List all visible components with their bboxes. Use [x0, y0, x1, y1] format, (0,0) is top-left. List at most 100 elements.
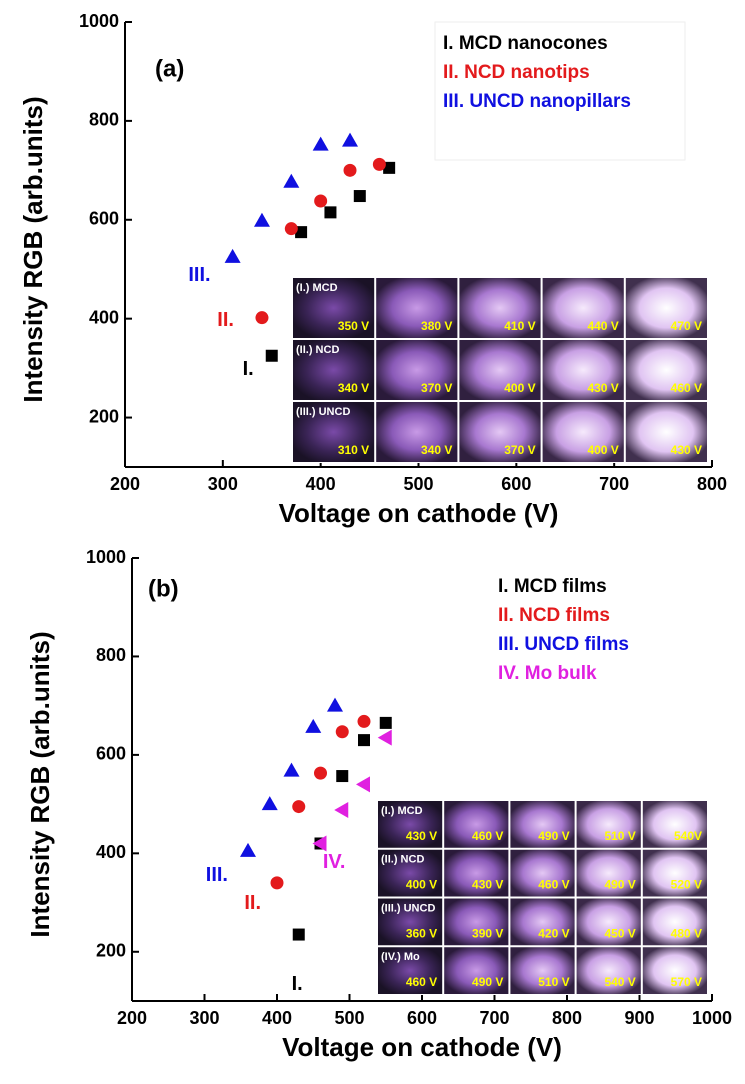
inset-voltage: 460 V [406, 975, 437, 989]
square-point [324, 206, 337, 219]
inset-photo [376, 340, 458, 400]
inset-voltage: 490 V [604, 878, 635, 892]
series-annotation: II. [217, 309, 234, 331]
inset-row-label: (I.) MCD [296, 282, 338, 294]
inset-photo [378, 849, 443, 897]
inset-photo [576, 849, 641, 897]
inset-photo [576, 947, 641, 994]
square-point [358, 734, 370, 747]
inset-photo [642, 947, 707, 994]
inset-photo [376, 278, 458, 338]
inset-photo [642, 898, 707, 946]
legend-entry: IV. Mo bulk [498, 663, 597, 684]
inset-photo [376, 402, 458, 462]
inset-voltage: 480 V [671, 926, 702, 940]
inset-photo [459, 340, 541, 400]
legend-entry: III. UNCD nanopillars [443, 91, 631, 112]
inset-voltage: 350 V [338, 319, 369, 333]
inset-photo [576, 801, 641, 848]
y-tick-label: 400 [96, 842, 126, 862]
x-tick-label: 400 [262, 1008, 292, 1028]
inset-photo [459, 402, 541, 462]
triangle-point [342, 132, 359, 147]
triangle-point [312, 136, 329, 151]
triangle-point [377, 729, 392, 746]
inset-voltage: 370 V [421, 381, 452, 395]
inset-voltage: 490 V [472, 975, 503, 989]
inset-voltage: 520 V [671, 878, 702, 892]
x-tick-label: 500 [334, 1008, 364, 1028]
inset-row-label: (III.) UNCD [381, 902, 435, 914]
inset-voltage: 460 V [671, 381, 702, 395]
triangle-point [224, 248, 241, 263]
triangle-point [305, 718, 322, 733]
triangle-point [283, 173, 300, 188]
y-tick-label: 400 [89, 307, 119, 327]
panel-label: (b) [148, 575, 179, 602]
x-tick-label: 600 [501, 474, 531, 494]
inset-voltage: 430 V [472, 878, 503, 892]
inset-photo [459, 278, 541, 338]
x-axis-title: Voltage on cathode (V) [282, 1032, 562, 1062]
x-tick-label: 800 [697, 474, 727, 494]
triangle-point [356, 776, 370, 793]
y-tick-label: 200 [89, 406, 119, 426]
series-annotation: III. [206, 864, 228, 886]
inset-voltage: 420 V [538, 926, 569, 940]
inset-voltage: 510 V [538, 975, 569, 989]
inset-photo [293, 402, 375, 462]
x-axis-title: Voltage on cathode (V) [279, 498, 559, 528]
inset-photo [542, 402, 624, 462]
inset-voltage: 400 V [406, 878, 437, 892]
triangle-point [334, 802, 349, 819]
circle-point [255, 311, 269, 325]
y-tick-label: 800 [89, 110, 119, 130]
inset-photo [293, 278, 375, 338]
square-point [336, 770, 349, 783]
square-point [292, 928, 305, 941]
square-point [353, 190, 366, 203]
circle-point [357, 714, 371, 728]
legend-box [490, 565, 700, 690]
triangle-point [283, 762, 300, 777]
inset-row-label: (I.) MCD [381, 805, 423, 817]
legend-box [434, 21, 686, 161]
circle-point [343, 163, 357, 177]
series-annotation: IV. [323, 851, 346, 873]
inset-photo [542, 340, 624, 400]
triangle-point [327, 697, 343, 712]
inset-voltage: 430 V [671, 443, 702, 457]
inset-row-label: (III.) UNCD [296, 406, 350, 418]
inset-voltage: 440 V [587, 319, 618, 333]
inset-photo [510, 898, 575, 946]
inset-photo [542, 278, 624, 338]
triangle-point [261, 796, 278, 811]
inset-voltage: 340 V [421, 443, 452, 457]
y-tick-label: 800 [96, 645, 126, 665]
inset-photo [293, 340, 375, 400]
y-tick-label: 1000 [79, 11, 119, 31]
inset-photo [444, 947, 509, 994]
legend-entry: I. MCD nanocones [443, 33, 608, 54]
triangle-point [240, 842, 256, 857]
x-tick-label: 700 [479, 1008, 509, 1028]
y-tick-label: 600 [96, 744, 126, 764]
inset-voltage: 400 V [504, 381, 535, 395]
inset-photo [378, 801, 443, 848]
inset-photo [576, 898, 641, 946]
triangle-point [312, 835, 327, 852]
inset-photo [378, 947, 443, 994]
inset-photo [625, 278, 707, 338]
x-tick-label: 500 [403, 474, 433, 494]
panel-label: (a) [155, 55, 184, 82]
inset-photo [510, 801, 575, 848]
inset-photo [444, 849, 509, 897]
square-point [379, 716, 392, 729]
inset-photo [444, 898, 509, 946]
inset-voltage: 540V [674, 829, 702, 843]
inset-photo [625, 340, 707, 400]
x-tick-label: 1000 [692, 1008, 732, 1028]
square-point [383, 161, 396, 174]
y-axis-title: Intensity RGB (arb.units) [18, 96, 48, 402]
x-tick-label: 900 [624, 1008, 654, 1028]
